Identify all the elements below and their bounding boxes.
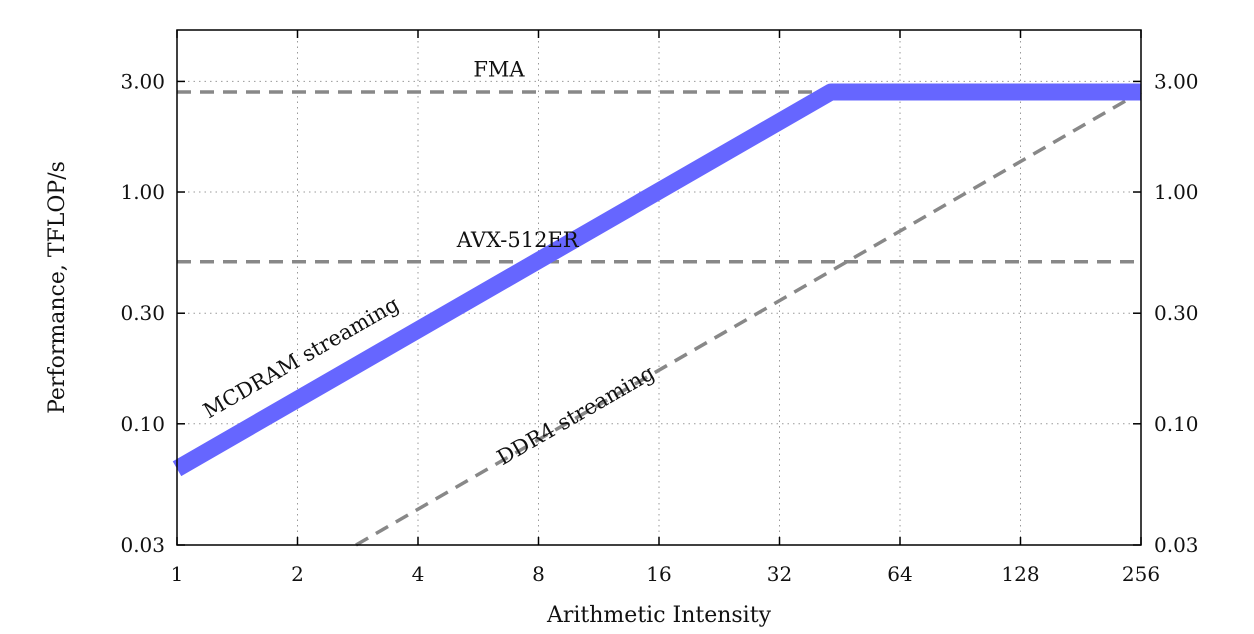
y-tick-label-right: 3.00 xyxy=(1154,69,1199,93)
avx-512er-label: AVX-512ER xyxy=(456,228,580,252)
ticks-layer: 1 2 4 8 16 32 64 128 256 0.03 0.03 0.10 0.10 0.30 0.30… xyxy=(120,30,1199,586)
y-tick-label: 3.00 xyxy=(120,69,165,93)
x-tick-label: 2 xyxy=(291,562,304,586)
y-tick-label-right: 0.03 xyxy=(1154,533,1199,557)
x-tick-label: 256 xyxy=(1122,562,1160,586)
y-tick-label: 1.00 xyxy=(120,180,165,204)
y-tick-label: 0.03 xyxy=(120,533,165,557)
y-axis-label: Performance, TFLOP/s xyxy=(45,161,70,414)
x-tick-label: 32 xyxy=(767,562,792,586)
y-tick-label: 0.10 xyxy=(120,412,165,436)
x-tick-label: 64 xyxy=(887,562,912,586)
x-tick-label: 128 xyxy=(1001,562,1039,586)
grid-lines xyxy=(177,30,1141,545)
y-tick-label-right: 0.10 xyxy=(1154,412,1199,436)
fma-label: FMA xyxy=(473,58,525,82)
y-tick-label: 0.30 xyxy=(120,301,165,325)
x-tick-label: 16 xyxy=(646,562,671,586)
x-tick-label: 4 xyxy=(412,562,425,586)
y-tick-label-right: 0.30 xyxy=(1154,301,1199,325)
mcdram-streaming-line xyxy=(172,83,1141,477)
series-layer xyxy=(172,83,1142,547)
y-tick-label-right: 1.00 xyxy=(1154,180,1199,204)
ddr4-streaming-label: DDR4 streaming xyxy=(493,361,659,470)
x-tick-label: 8 xyxy=(532,562,545,586)
x-tick-label: 1 xyxy=(171,562,184,586)
ddr4-streaming-line xyxy=(355,90,1142,547)
x-axis-label: Arithmetic Intensity xyxy=(546,603,772,628)
